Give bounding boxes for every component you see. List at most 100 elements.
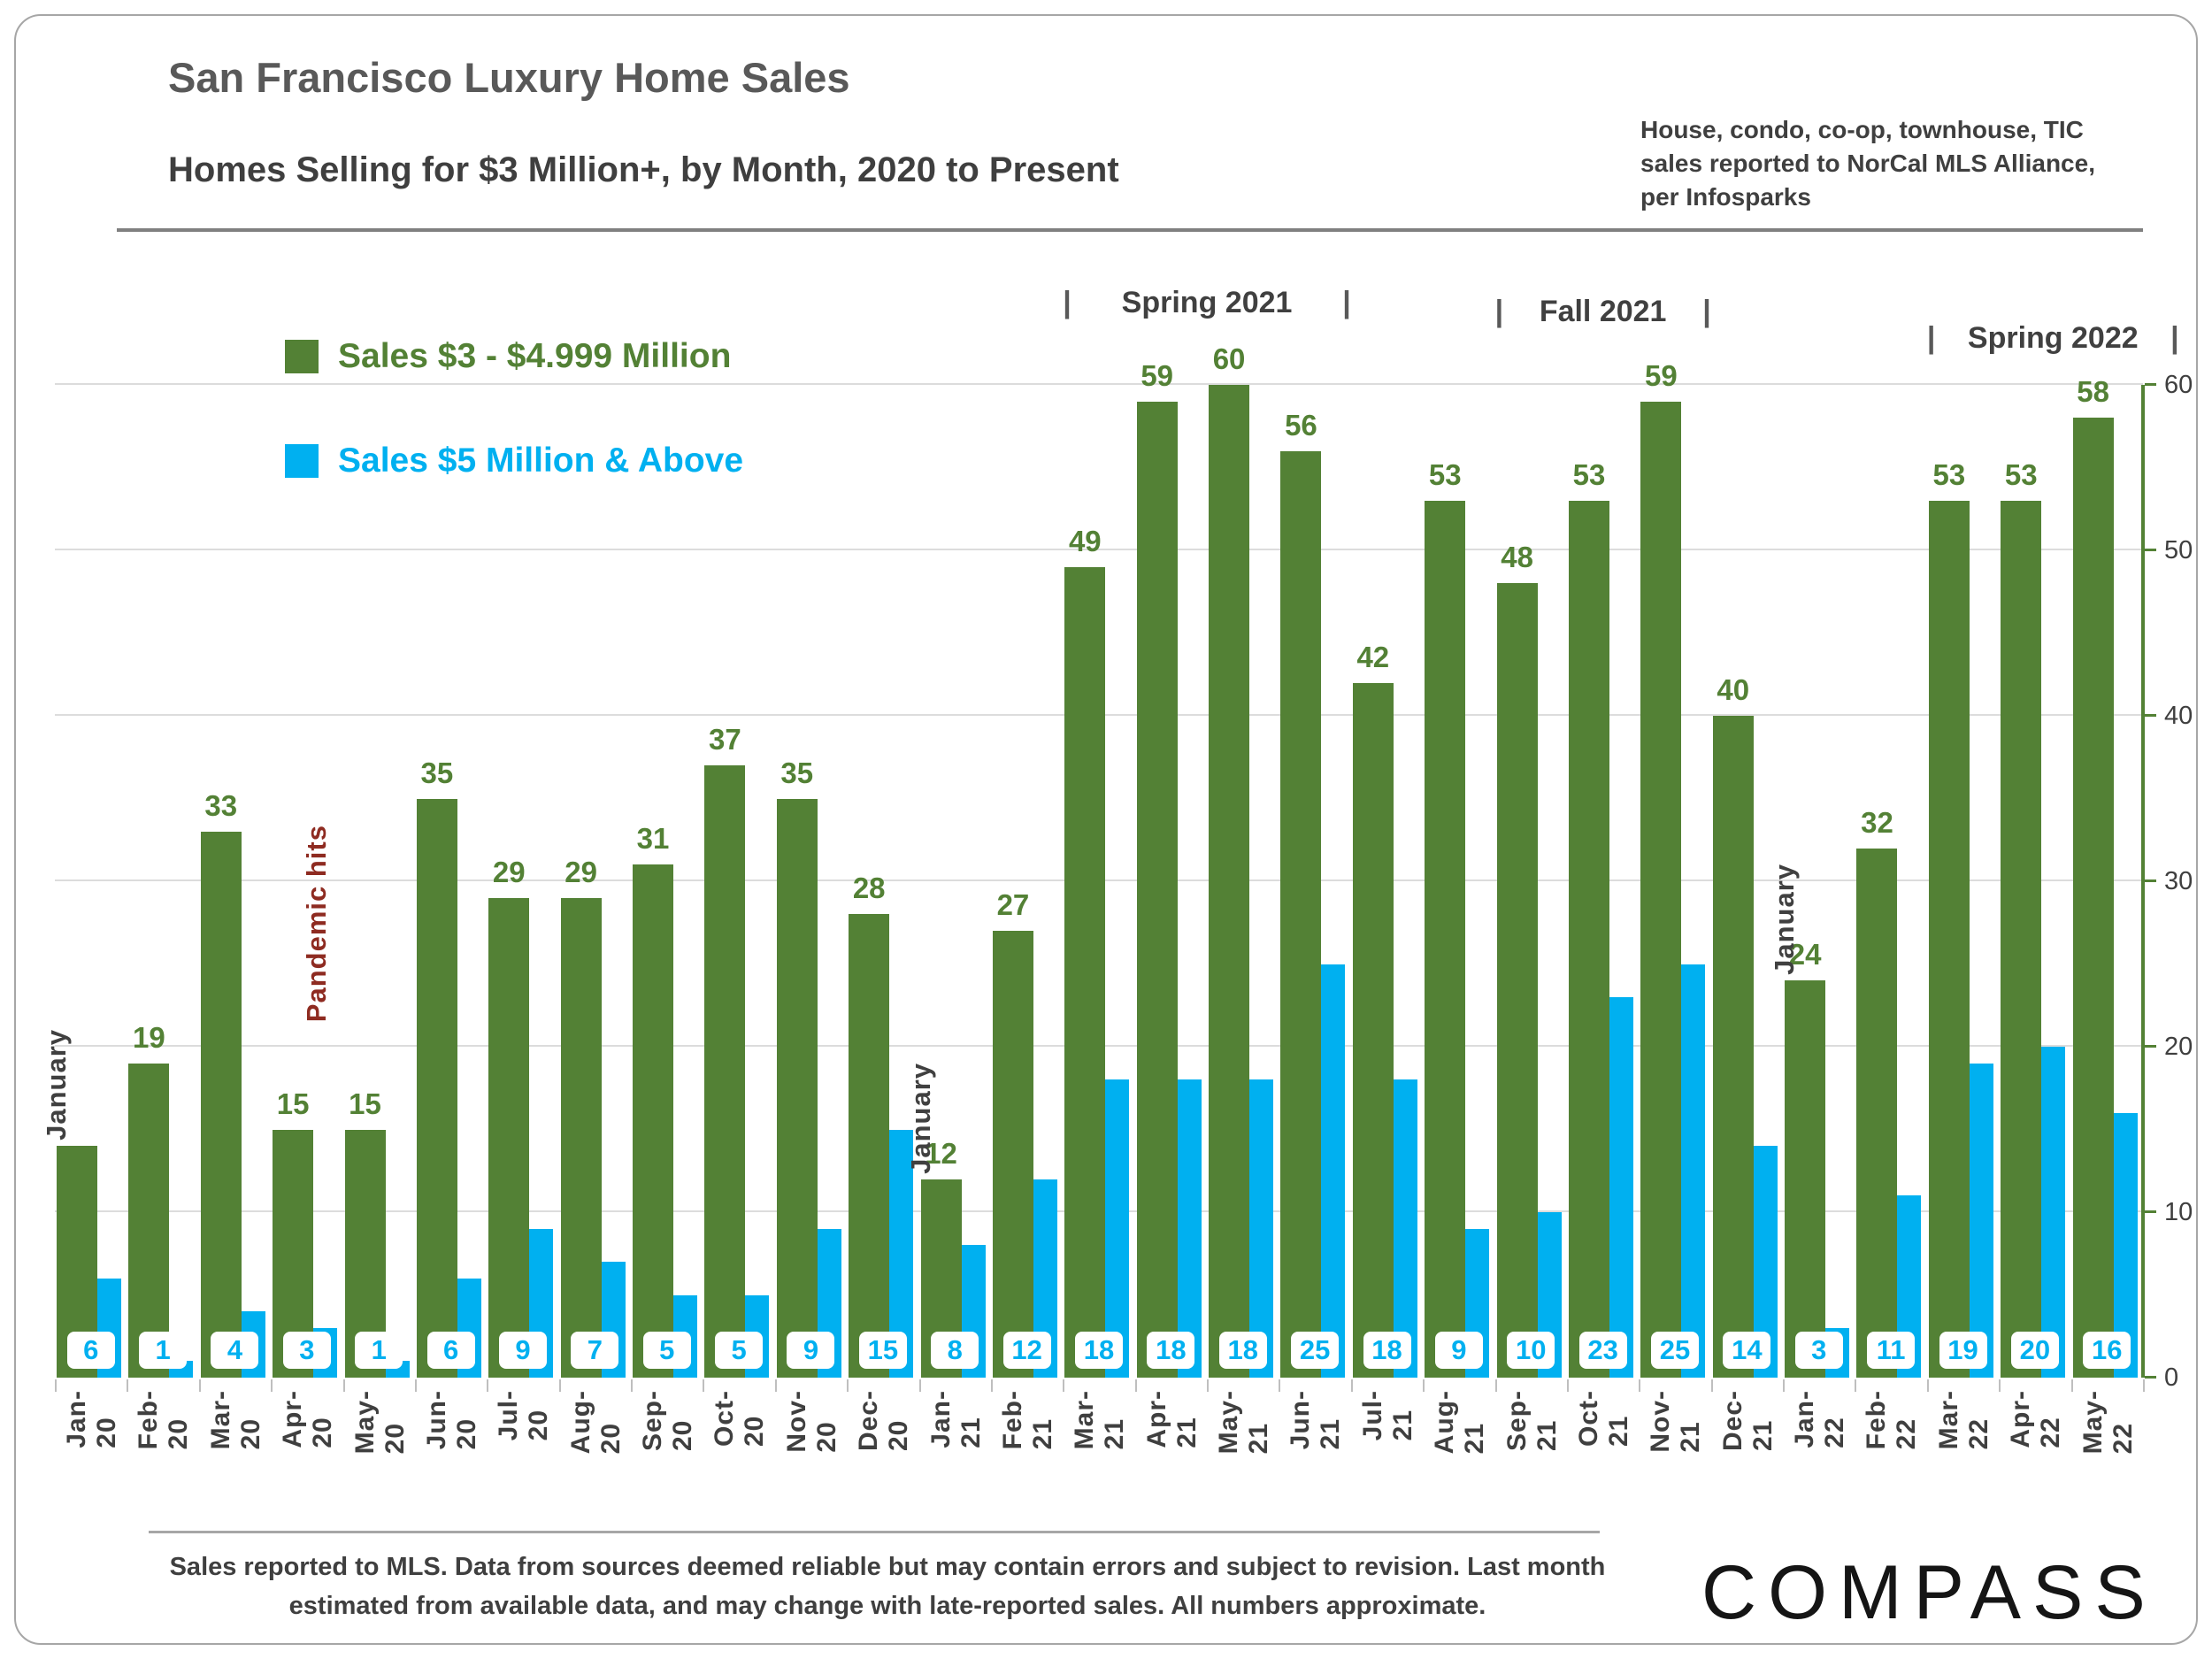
x-axis-label: Jan-21 xyxy=(926,1390,986,1448)
january-annotation: January xyxy=(1769,864,1801,976)
legend-label-green: Sales $3 - $4.999 Million xyxy=(338,337,732,375)
page-subtitle: Homes Selling for $3 Million+, by Month,… xyxy=(168,150,1119,189)
x-axis-tick xyxy=(127,1379,129,1392)
x-axis-label: Apr-22 xyxy=(2006,1390,2066,1448)
bar-sales-3m xyxy=(488,897,530,1378)
x-axis-label: Mar-22 xyxy=(1933,1390,1993,1450)
green-value-label: 32 xyxy=(1861,805,1893,839)
blue-value-badge: 10 xyxy=(1507,1332,1555,1369)
bar-sales-3m xyxy=(992,931,1033,1378)
x-axis-tick xyxy=(558,1379,561,1392)
x-axis-label: May-22 xyxy=(2078,1390,2138,1455)
blue-value-badge: 6 xyxy=(426,1332,475,1369)
grid-line xyxy=(55,549,2143,550)
x-axis-tick xyxy=(1783,1379,1786,1392)
bar-sales-3m xyxy=(776,798,818,1378)
x-axis-tick xyxy=(1134,1379,1137,1392)
bar-sales-3m xyxy=(1785,980,1826,1378)
green-value-label: 53 xyxy=(1428,457,1462,491)
bar-sales-3m xyxy=(1712,716,1754,1378)
x-axis-label: Nov-21 xyxy=(1646,1390,1706,1453)
bar-sales-3m xyxy=(1425,500,1466,1378)
green-value-label: 24 xyxy=(1788,938,1822,972)
x-axis-label: May-20 xyxy=(349,1390,410,1455)
bar-sales-5m xyxy=(1321,964,1346,1378)
x-axis-label: Sep-20 xyxy=(638,1390,698,1452)
y-axis-line xyxy=(2141,385,2145,1378)
x-axis-tick xyxy=(1279,1379,1281,1392)
x-axis-label: Apr-21 xyxy=(1141,1390,1202,1448)
x-axis-tick xyxy=(847,1379,849,1392)
x-axis-tick xyxy=(918,1379,921,1392)
page-title: San Francisco Luxury Home Sales xyxy=(168,54,850,101)
blue-value-badge: 7 xyxy=(571,1332,619,1369)
bar-sales-3m xyxy=(1640,401,1682,1378)
x-axis-label: Apr-20 xyxy=(278,1390,338,1448)
y-axis-label: 0 xyxy=(2164,1363,2179,1392)
y-axis-label: 60 xyxy=(2164,371,2193,399)
blue-value-badge: 3 xyxy=(282,1332,331,1369)
blue-value-badge: 1 xyxy=(139,1332,188,1369)
blue-value-badge: 18 xyxy=(1075,1332,1123,1369)
x-axis-label: Feb-20 xyxy=(134,1390,194,1450)
green-value-label: 58 xyxy=(2077,375,2109,409)
x-axis-tick xyxy=(990,1379,993,1392)
green-value-label: 35 xyxy=(420,756,454,789)
y-axis-tick xyxy=(2145,714,2156,717)
blue-value-badge: 6 xyxy=(66,1332,115,1369)
green-value-label: 29 xyxy=(565,855,597,888)
legend-item-green: Sales $3 - $4.999 Million xyxy=(285,330,743,383)
blue-value-badge: 8 xyxy=(931,1332,979,1369)
green-value-label: 49 xyxy=(1068,524,1102,557)
green-value-label: 59 xyxy=(1141,358,1174,392)
blue-value-badge: 14 xyxy=(1723,1332,1771,1369)
x-axis-label: Oct-20 xyxy=(710,1390,770,1447)
blue-value-badge: 18 xyxy=(1147,1332,1195,1369)
bar-sales-5m xyxy=(1249,1079,1274,1378)
x-axis-tick xyxy=(1855,1379,1857,1392)
bar-sales-3m xyxy=(1280,450,1322,1378)
bar-sales-3m xyxy=(200,831,242,1378)
y-axis-tick xyxy=(2145,1045,2156,1048)
bar-sales-3m xyxy=(1568,500,1609,1378)
blue-value-badge: 20 xyxy=(2010,1332,2059,1369)
y-axis-tick xyxy=(2145,549,2156,551)
blue-value-badge: 16 xyxy=(2083,1332,2131,1369)
x-axis-tick xyxy=(1710,1379,1713,1392)
grid-line xyxy=(55,383,2143,385)
blue-value-badge: 3 xyxy=(1794,1332,1843,1369)
bar-sales-3m xyxy=(1352,682,1394,1378)
x-axis-tick xyxy=(774,1379,777,1392)
x-axis-tick xyxy=(55,1379,57,1392)
season-pipe: | xyxy=(2170,321,2179,355)
x-axis-label: Jul-21 xyxy=(1357,1390,1417,1441)
x-axis-tick xyxy=(1926,1379,1929,1392)
green-value-label: 53 xyxy=(1572,457,1606,491)
bar-sales-5m xyxy=(1393,1079,1417,1378)
x-axis-tick xyxy=(703,1379,705,1392)
bar-sales-3m xyxy=(633,864,674,1378)
bar-sales-3m xyxy=(1496,583,1538,1378)
x-axis-label: Mar-21 xyxy=(1070,1390,1130,1450)
y-axis-tick xyxy=(2145,1376,2156,1379)
x-axis-label: Mar-20 xyxy=(205,1390,265,1450)
source-note: House, condo, co-op, townhouse, TIC sale… xyxy=(1640,116,2095,211)
blue-value-badge: 23 xyxy=(1578,1332,1627,1369)
season-label-text: Fall 2021 xyxy=(1539,295,1667,328)
x-axis-tick xyxy=(1639,1379,1641,1392)
blue-value-badge: 1 xyxy=(355,1332,403,1369)
blue-value-badge: 11 xyxy=(1867,1332,1916,1369)
x-axis-tick xyxy=(1494,1379,1497,1392)
pandemic-annotation: Pandemic hits xyxy=(301,824,333,1022)
x-axis-label: Oct-21 xyxy=(1573,1390,1633,1447)
season-pipe: | xyxy=(1342,286,1351,319)
x-axis-tick xyxy=(342,1379,345,1392)
bar-sales-3m xyxy=(560,897,602,1378)
green-value-label: 15 xyxy=(349,1087,381,1120)
bar-sales-3m xyxy=(1209,385,1250,1378)
blue-value-badge: 18 xyxy=(1218,1332,1267,1369)
blue-value-badge: 25 xyxy=(1651,1332,1700,1369)
green-value-label: 33 xyxy=(204,788,238,822)
header-divider xyxy=(117,228,2143,232)
bar-sales-5m xyxy=(2041,1047,2066,1378)
